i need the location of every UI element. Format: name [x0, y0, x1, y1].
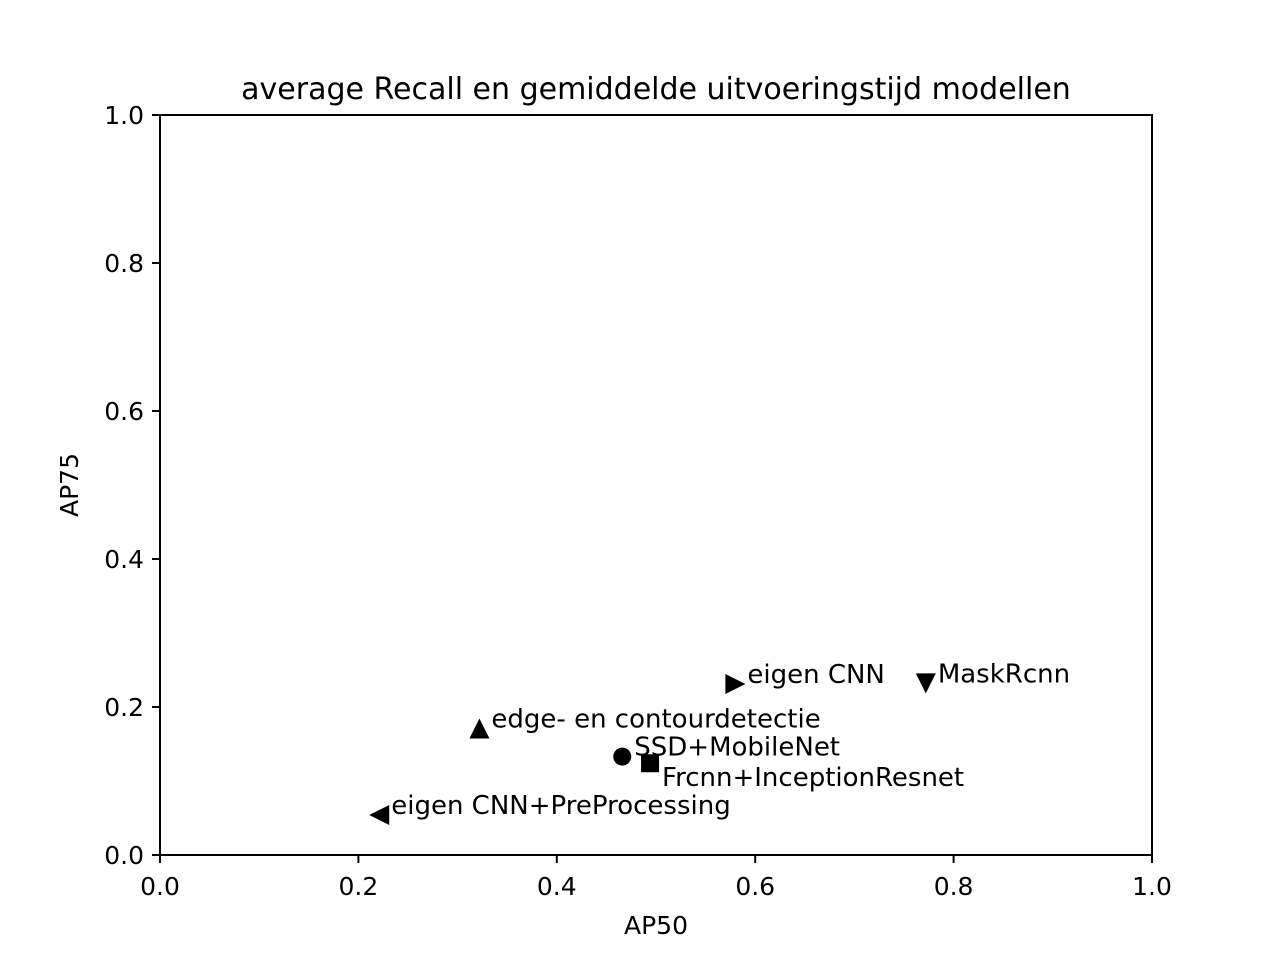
x-axis: 0.0 0.2 0.4 0.6 0.8 1.0: [140, 855, 1172, 901]
data-point-triangle-right: [725, 674, 746, 695]
point-label: eigen CNN+PreProcessing: [391, 791, 730, 821]
data-point-triangle-left: [369, 805, 390, 826]
plot-area: [159, 114, 1153, 856]
point-label: MaskRcnn: [938, 659, 1070, 689]
x-tick-label: 0.4: [537, 872, 577, 901]
x-tick-label: 0.2: [339, 872, 379, 901]
point-label: SSD+MobileNet: [634, 733, 840, 763]
data-point-square: [641, 754, 660, 773]
y-tick-label: 0.2: [104, 693, 144, 722]
chart-title: average Recall en gemiddelde uitvoerings…: [241, 72, 1071, 107]
data-point-circle: [613, 747, 632, 766]
y-tick-label: 1.0: [104, 101, 144, 130]
point-label: edge- en contourdetectie: [491, 704, 820, 734]
x-tick-label: 0.8: [934, 872, 974, 901]
x-axis-label: AP50: [624, 911, 688, 940]
data-point-triangle-down: [915, 673, 936, 694]
y-tick-label: 0.8: [104, 249, 144, 278]
y-axis: 0.0 0.2 0.4 0.6 0.8 1.0: [104, 101, 160, 870]
y-tick-label: 0.4: [104, 545, 144, 574]
point-label: eigen CNN: [747, 660, 885, 690]
y-axis-label: AP75: [55, 453, 84, 517]
x-tick-label: 1.0: [1132, 872, 1172, 901]
x-tick-label: 0.6: [735, 872, 775, 901]
data-point-triangle-up: [469, 718, 490, 739]
y-tick-label: 0.0: [104, 841, 144, 870]
point-label: Frcnn+InceptionResnet: [662, 763, 964, 793]
x-tick-label: 0.0: [140, 872, 180, 901]
y-tick-label: 0.6: [104, 397, 144, 426]
